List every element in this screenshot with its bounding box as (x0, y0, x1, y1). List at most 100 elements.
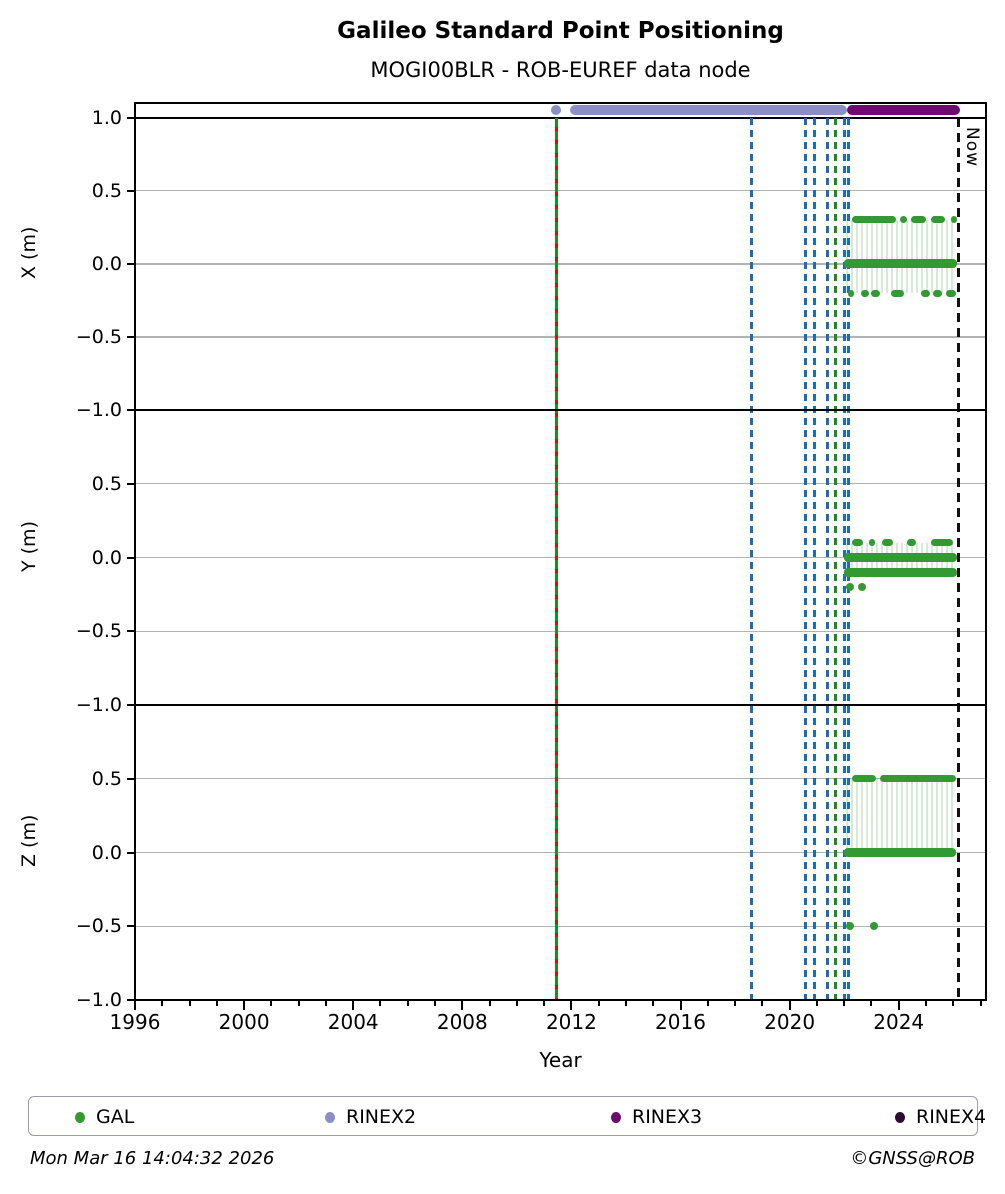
scatter-connector-band (845, 263, 956, 294)
gal-point (857, 583, 866, 591)
y-axis-label-x: X (m) (18, 226, 40, 279)
y-tick-label: −0.5 (75, 915, 122, 938)
legend-label-rinex3: RINEX3 (632, 1106, 703, 1128)
gal-series-segment (931, 539, 954, 547)
y-tick (127, 999, 135, 1001)
gal-series-segment (848, 289, 855, 297)
y-tick-label: 0.5 (91, 472, 122, 495)
x-tick-label: 1996 (109, 1010, 161, 1034)
y-tick-label: 0.0 (91, 252, 122, 275)
legend-label-gal: GAL (96, 1106, 135, 1128)
event-line (749, 117, 753, 1000)
y-tick (127, 189, 135, 192)
y-tick-label: 1.0 (91, 106, 122, 129)
y-tick (127, 335, 135, 338)
x-minor-tick (706, 1001, 709, 1006)
rinex3-marker-icon (611, 1111, 621, 1123)
gal-series-segment (910, 216, 926, 224)
x-minor-tick (624, 1001, 627, 1006)
gal-series-segment (852, 216, 896, 224)
x-tick-label: 2016 (655, 1010, 706, 1034)
y-tick (127, 556, 135, 559)
y-tick (127, 116, 135, 119)
grid-line (135, 556, 986, 559)
x-tick-label: 2000 (218, 1010, 270, 1034)
event-line (834, 117, 838, 1000)
gal-series-segment (844, 567, 958, 577)
gal-series-segment (906, 539, 917, 547)
legend-item-rinex2: RINEX2 (325, 1097, 416, 1137)
x-minor-tick (161, 1001, 164, 1006)
gal-series-segment (950, 216, 957, 224)
x-minor-tick (924, 1001, 927, 1006)
x-minor-tick (515, 1001, 518, 1006)
y-tick-label: −1.0 (75, 989, 122, 1011)
legend: GAL RINEX2 RINEX3 RINEX4 (28, 1096, 986, 1137)
x-tick-label: 2024 (873, 1010, 925, 1034)
y-tick (127, 704, 135, 706)
gal-series-segment (844, 553, 958, 562)
grid-line (135, 925, 986, 927)
copyright: ©GNSS@ROB (850, 1148, 975, 1169)
gal-series-segment (844, 848, 956, 857)
y-tick (127, 925, 135, 928)
y-tick-label: −0.5 (75, 325, 122, 348)
x-axis-label: Year (539, 1048, 582, 1072)
gal-series-segment (852, 539, 864, 547)
x-major-tick (679, 1001, 682, 1010)
grid-line (135, 190, 986, 192)
gal-series-segment (946, 289, 956, 297)
x-minor-tick (379, 1001, 382, 1006)
x-minor-tick (843, 1001, 846, 1006)
event-line (804, 117, 808, 1000)
x-minor-tick (324, 1001, 327, 1006)
legend-item-gal: GAL (75, 1097, 134, 1137)
y-tick (127, 777, 135, 780)
legend-label-rinex4: RINEX4 (916, 1106, 987, 1128)
grid-line (135, 483, 986, 485)
y-tick-label: 0.0 (91, 841, 122, 864)
chart-title: Galileo Standard Point Positioning (337, 18, 784, 44)
y-axis-label-z: Z (m) (18, 814, 40, 867)
gal-series-segment (932, 289, 943, 297)
y-tick (127, 409, 135, 411)
gal-marker-icon (75, 1111, 85, 1123)
plot-border (134, 102, 987, 1001)
now-event-line (957, 117, 960, 1000)
x-minor-tick (761, 1001, 764, 1006)
x-major-tick (461, 1001, 464, 1010)
y-tick-label: −1.0 (75, 694, 122, 716)
rinex2-marker-icon (325, 1111, 335, 1123)
y-tick-label: 0.5 (91, 179, 122, 202)
scatter-connector-band (845, 778, 956, 853)
y-axis-label-y: Y (m) (18, 521, 40, 572)
x-minor-tick (543, 1001, 546, 1006)
x-minor-tick (652, 1001, 655, 1006)
plot-timestamp: Mon Mar 16 14:04:32 2026 (30, 1148, 275, 1169)
grid-line (135, 851, 986, 854)
grid-line (135, 778, 986, 780)
event-line (826, 117, 830, 1000)
x-minor-tick (815, 1001, 818, 1006)
x-minor-tick (406, 1001, 409, 1006)
gal-point (870, 922, 879, 931)
y-tick (127, 851, 135, 854)
legend-label-rinex2: RINEX2 (346, 1106, 417, 1128)
x-minor-tick (597, 1001, 600, 1006)
event-line (812, 117, 816, 1000)
gal-series-segment (871, 289, 880, 297)
gal-series-segment (890, 289, 905, 297)
availability-dot-rinex2 (551, 105, 562, 116)
y-tick-label: 0.0 (91, 546, 122, 569)
x-tick-label: 2020 (764, 1010, 816, 1034)
gal-series-segment (868, 539, 875, 547)
now-marker-label: Now (962, 127, 982, 168)
scatter-connector-band (845, 219, 956, 264)
grid-line (135, 263, 986, 265)
gal-series-segment (931, 216, 946, 224)
gal-series-segment (860, 289, 869, 297)
grid-line (135, 630, 986, 632)
y-tick-label: −0.5 (75, 620, 122, 643)
x-tick-label: 2008 (436, 1010, 488, 1034)
